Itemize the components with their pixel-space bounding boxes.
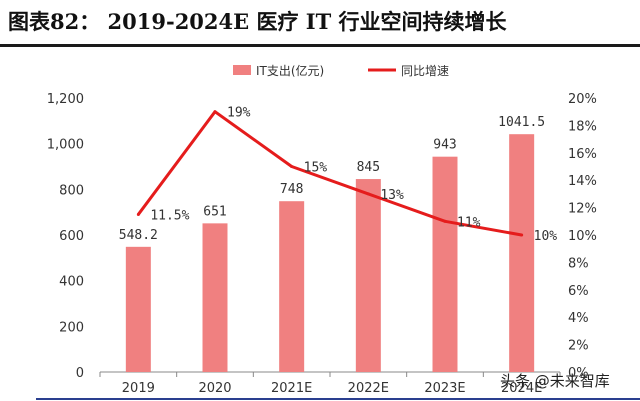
y-left-tick-label: 400: [59, 275, 84, 290]
chart-legend: IT支出(亿元) 同比增速: [233, 63, 449, 78]
y-right-tick-label: 12%: [568, 202, 597, 217]
x-tick-label: 2023E: [424, 381, 465, 396]
y-left-tick-label: 1,000: [47, 138, 84, 153]
chart-axes: 0 200 400 600 800 1,000 1,200 0% 2% 4% 6% 8% 10% 12% 1…: [47, 92, 597, 396]
growth-line: [137, 110, 522, 237]
line-point: [366, 192, 370, 196]
line-series: [136, 110, 524, 237]
x-tick-label: 2019: [122, 381, 155, 396]
bar-value-label: 845: [357, 160, 380, 175]
bar: [355, 179, 381, 372]
data-labels: 548.2 651 748 845 943 1041.5 11.5% 19% 15% 13% 11%…: [119, 106, 558, 244]
bar: [279, 201, 305, 372]
line-point: [520, 233, 524, 237]
x-tick-label: 2024E: [501, 381, 542, 396]
line-value-label: 15%: [304, 161, 328, 176]
line-value-label: 13%: [380, 188, 404, 203]
x-tick-label: 2020: [198, 381, 231, 396]
bar: [432, 156, 458, 372]
bar-value-label: 1041.5: [498, 115, 545, 130]
bar: [202, 223, 228, 372]
bar-value-label: 548.2: [119, 228, 158, 243]
legend-label-line: 同比增速: [401, 64, 449, 78]
y-left-tick-label: 600: [59, 229, 84, 244]
watermark: 头条 @未来智库: [500, 372, 610, 390]
bar-series: [125, 134, 535, 372]
line-value-label: 11%: [457, 215, 481, 230]
line-value-label: 19%: [227, 106, 251, 121]
bar-value-label: 651: [203, 204, 226, 219]
bar: [125, 246, 151, 372]
bar-value-label: 748: [280, 182, 303, 197]
line-point: [290, 165, 294, 168]
y-right-tick-label: 6%: [568, 284, 589, 299]
line-value-label: 10%: [534, 229, 558, 244]
y-left-tick-label: 1,200: [47, 92, 84, 107]
legend-label-bar: IT支出(亿元): [256, 63, 324, 78]
y-right-tick-label: 18%: [568, 119, 597, 134]
line-point: [136, 212, 140, 216]
y-right-tick-label: 10%: [568, 229, 597, 244]
y-left-tick-label: 200: [59, 320, 84, 335]
y-right-tick-label: 14%: [568, 174, 597, 189]
line-point: [213, 110, 217, 114]
y-right-tick-label: 20%: [568, 92, 597, 107]
y-right-tick-label: 2%: [568, 339, 589, 354]
x-tick-label: 2021E: [271, 381, 312, 396]
y-right-tick-label: 0%: [568, 366, 589, 381]
figure-title: 图表82： 2019-2024E 医疗 IT 行业空间持续增长: [8, 9, 507, 34]
line-point: [443, 219, 447, 223]
bar-value-label: 943: [433, 138, 456, 153]
x-tick-label: 2022E: [348, 381, 389, 396]
y-left-tick-label: 800: [59, 183, 84, 198]
y-left-tick-label: 0: [76, 366, 84, 381]
bar: [509, 134, 535, 372]
bottom-rule: [36, 398, 640, 400]
y-right-tick-label: 4%: [568, 311, 589, 326]
y-right-tick-label: 16%: [568, 147, 597, 162]
legend-swatch-bar: [233, 65, 251, 75]
line-value-label: 11.5%: [150, 208, 189, 223]
y-right-tick-label: 8%: [568, 256, 589, 271]
title-rule: [0, 44, 640, 47]
